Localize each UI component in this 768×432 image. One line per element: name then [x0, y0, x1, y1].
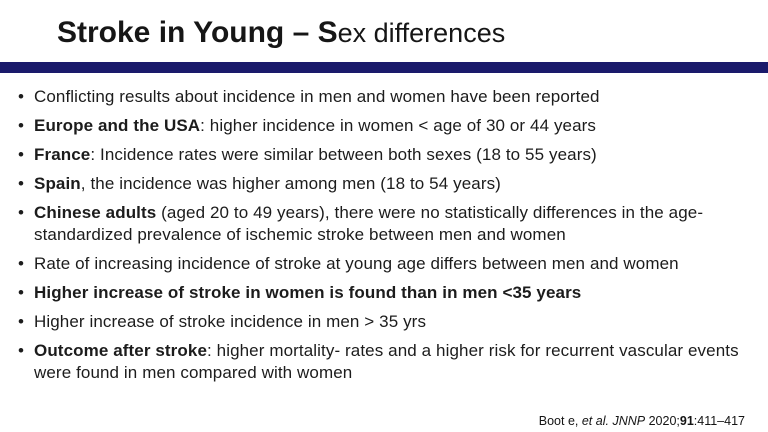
bullet-marker: •: [18, 203, 25, 222]
bullet-text-segment: Europe and the USA: [34, 116, 201, 135]
citation-segment: 91: [679, 414, 694, 428]
bullet-text-segment: Higher increase of stroke incidence in m…: [34, 312, 427, 331]
bullet-item: • Spain, the incidence was higher among m…: [18, 173, 743, 195]
bullet-item: • Chinese adults (aged 20 to 49 years), t…: [18, 202, 743, 246]
citation-segment: JNNP: [612, 414, 646, 428]
bullet-item: • Rate of increasing incidence of stroke …: [18, 253, 743, 275]
bullet-marker: •: [18, 254, 25, 273]
bullet-text-segment: , the incidence was higher among men (18…: [80, 174, 501, 193]
bullet-text-segment: Rate of increasing incidence of stroke a…: [34, 254, 679, 273]
citation-segment: Boot e,: [538, 414, 582, 428]
bullet-marker: •: [18, 145, 25, 164]
bullet-item: • Europe and the USA: higher incidence in…: [18, 115, 743, 137]
bullet-item: • Conflicting results about incidence in …: [18, 86, 743, 108]
bullet-text-segment: Chinese adults: [34, 203, 157, 222]
bullet-text-segment: : Incidence rates were similar between b…: [90, 145, 597, 164]
page-title: Stroke in Young – Sex differences: [0, 0, 768, 59]
citation: Boot e, et al. JNNP 2020;91:411–417: [539, 414, 745, 428]
bullet-text-segment: : higher mortality- rates and a higher r…: [34, 341, 739, 382]
citation-segment: :411–417: [693, 414, 745, 428]
citation-segment: 2020;: [645, 414, 680, 428]
bullet-marker: •: [18, 312, 25, 331]
title-divider: [0, 62, 768, 73]
bullet-text-segment: : higher incidence in women < age of 30 …: [200, 116, 597, 135]
bullet-marker: •: [18, 174, 25, 193]
bullet-text-segment: Outcome after stroke: [34, 341, 207, 360]
bullet-item: • France: Incidence rates were similar be…: [18, 144, 743, 166]
page-title-regular-part: ex differences: [337, 18, 506, 48]
bullet-item: • Higher increase of stroke incidence in …: [18, 311, 743, 333]
bullet-marker: •: [18, 116, 25, 135]
bullet-item: • Higher increase of stroke in women is f…: [18, 282, 743, 304]
bullet-text-segment: Conflicting results about incidence in m…: [34, 87, 600, 106]
page-title-bold-part: Stroke in Young – S: [57, 16, 338, 49]
bullet-list: • Conflicting results about incidence in …: [0, 86, 768, 384]
bullet-text-segment: France: [34, 145, 91, 164]
bullet-item: • Outcome after stroke: higher mortality-…: [18, 340, 743, 384]
bullet-marker: •: [18, 283, 25, 302]
bullet-marker: •: [18, 87, 25, 106]
bullet-text-segment: (aged 20 to 49 years), there were no sta…: [34, 203, 704, 244]
bullet-marker: •: [18, 341, 25, 360]
bullet-text-segment: Higher increase of stroke in women is fo…: [34, 283, 582, 302]
citation-segment: et al.: [581, 414, 609, 428]
bullet-text-segment: Spain: [34, 174, 81, 193]
